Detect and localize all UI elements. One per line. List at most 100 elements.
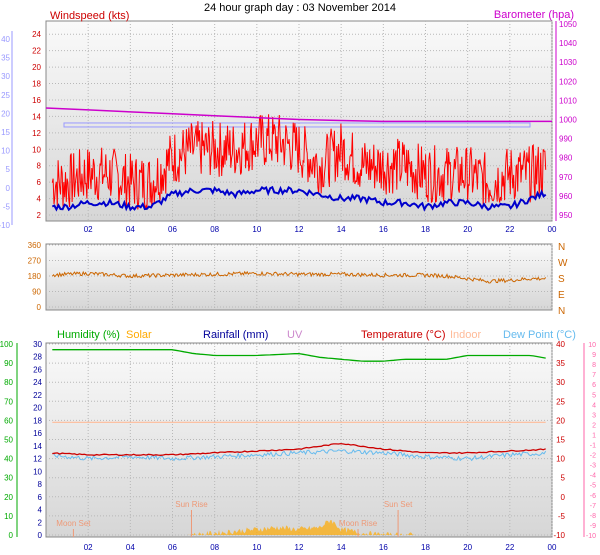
x-tick-label: 14	[337, 543, 346, 552]
wind-tick-label: 24	[32, 30, 41, 39]
weather-legend-label: Solar	[126, 329, 152, 341]
rain-tick-label: 18	[33, 416, 42, 425]
rain-tick-label: 26	[33, 365, 42, 374]
x-tick-label: 02	[84, 543, 93, 552]
rain-tick-label: 14	[33, 442, 42, 451]
uv-tick-label: 1	[592, 432, 596, 439]
x-tick-label: 06	[168, 225, 177, 234]
x-tick-label: 06	[168, 543, 177, 552]
x-tick-label: 18	[421, 225, 430, 234]
temp-tick-label: 0	[561, 493, 566, 502]
humidity-tick-label: 20	[4, 493, 13, 502]
uv-tick-label: -4	[590, 473, 596, 480]
rain-tick-label: 20	[33, 404, 42, 413]
wind-tick-label: 22	[32, 47, 41, 56]
rain-tick-label: 8	[38, 480, 43, 489]
x-tick-label: 08	[210, 543, 219, 552]
wind-axis-title: Windspeed (kts)	[50, 10, 129, 22]
wind-tick-label: 20	[32, 63, 41, 72]
wind-tick-label: 6	[37, 178, 42, 187]
outer-left-tick-label: 20	[1, 109, 10, 118]
baro-tick-label: 1030	[559, 58, 577, 67]
direction-tick-label: 90	[32, 288, 41, 297]
direction-tick-label: 270	[28, 257, 42, 266]
astro-annotation: Sun Rise	[175, 500, 208, 509]
uv-tick-label: 9	[592, 352, 596, 359]
uv-tick-label: -8	[590, 513, 596, 520]
solar-area	[183, 520, 415, 535]
wind-tick-label: 8	[37, 162, 42, 171]
weather-legend-label: UV	[287, 329, 303, 341]
humidity-tick-label: 50	[4, 436, 13, 445]
temp-tick-label: 20	[556, 416, 565, 425]
x-tick-label: 10	[252, 225, 261, 234]
humidity-tick-label: 30	[4, 474, 13, 483]
outer-left-tick-label: 0	[6, 184, 11, 193]
outer-left-tick-label: 40	[1, 35, 10, 44]
rain-tick-label: 12	[33, 455, 42, 464]
humidity-tick-label: 90	[4, 359, 13, 368]
rain-tick-label: 2	[38, 518, 43, 527]
weather-legend-label: Dew Point (°C)	[503, 329, 576, 341]
compass-label: E	[558, 290, 565, 301]
rain-tick-label: 4	[38, 506, 43, 515]
windspeed-series	[51, 114, 547, 210]
x-tick-label: 00	[548, 543, 557, 552]
x-tick-label: 04	[126, 543, 135, 552]
x-tick-label: 18	[421, 543, 430, 552]
weather-legend-label: Rainfall (mm)	[203, 329, 268, 341]
weather-legend-label: Temperature (°C)	[361, 329, 445, 341]
temp-tick-label: 40	[556, 340, 565, 349]
barometer-series	[45, 107, 552, 123]
gust-band	[63, 122, 531, 128]
rain-tick-label: 22	[33, 391, 42, 400]
humidity-tick-label: 10	[4, 512, 13, 521]
wind-tick-label: 18	[32, 80, 41, 89]
outer-left-tick-label: 30	[1, 72, 10, 81]
baro-tick-label: 960	[559, 192, 573, 201]
baro-tick-label: 1050	[559, 20, 577, 29]
uv-tick-label: 10	[588, 342, 596, 349]
humidity-series	[52, 349, 546, 362]
rain-tick-label: 30	[33, 340, 42, 349]
uv-tick-label: 4	[592, 402, 596, 409]
baro-tick-label: 980	[559, 154, 573, 163]
x-tick-label: 20	[463, 225, 472, 234]
baro-tick-label: 950	[559, 211, 573, 220]
temp-tick-label: 15	[556, 436, 565, 445]
dewpoint-series	[52, 448, 547, 462]
baro-tick-label: 1040	[559, 39, 577, 48]
baro-tick-label: 990	[559, 135, 573, 144]
x-tick-label: 10	[252, 543, 261, 552]
graph-title: 24 hour graph day : 03 November 2014	[204, 2, 396, 14]
compass-label: N	[558, 242, 565, 253]
temp-tick-label: 30	[556, 378, 565, 387]
temp-tick-label: 10	[556, 455, 565, 464]
baro-tick-label: 970	[559, 173, 573, 182]
uv-tick-label: -5	[590, 483, 596, 490]
astro-annotation: Moon Rise	[339, 519, 378, 528]
wind-tick-label: 2	[37, 211, 42, 220]
baro-tick-label: 1010	[559, 96, 577, 105]
temp-tick-label: 5	[561, 474, 566, 483]
weather-legend-label: Indoor	[450, 329, 482, 341]
humidity-tick-label: 80	[4, 378, 13, 387]
outer-left-tick-label: -10	[0, 221, 11, 230]
temperature-series	[52, 442, 546, 457]
humidity-tick-label: 40	[4, 455, 13, 464]
x-tick-label: 08	[210, 225, 219, 234]
humidity-tick-label: 70	[4, 397, 13, 406]
compass-label: N	[558, 306, 565, 317]
compass-label: S	[558, 274, 565, 285]
x-tick-label: 02	[84, 225, 93, 234]
wind-tick-label: 12	[32, 129, 41, 138]
rain-tick-label: 28	[33, 353, 42, 362]
temp-tick-label: -10	[553, 531, 565, 540]
direction-series	[51, 270, 547, 284]
astro-annotation: Sun Set	[384, 500, 413, 509]
x-tick-label: 12	[295, 225, 304, 234]
outer-left-tick-label: 10	[1, 147, 10, 156]
uv-tick-label: -6	[590, 493, 596, 500]
